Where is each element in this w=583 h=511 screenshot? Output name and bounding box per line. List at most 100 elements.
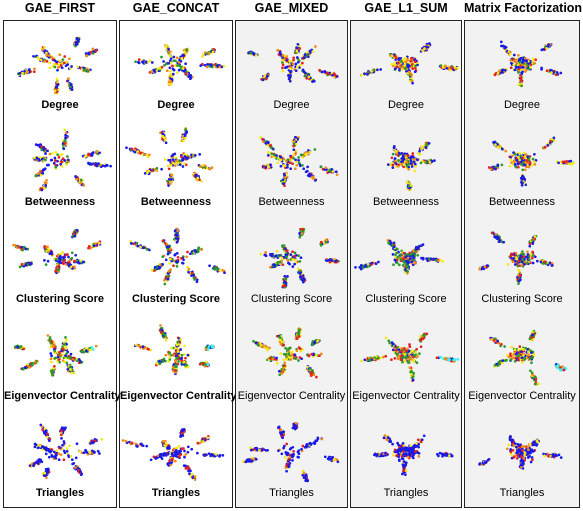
node-point	[298, 47, 302, 50]
node-point	[285, 469, 288, 473]
node-point	[292, 58, 295, 62]
node-point	[125, 146, 128, 150]
node-point	[141, 345, 145, 349]
node-point	[410, 74, 413, 77]
tsne-scatter-plot	[354, 238, 445, 275]
node-point	[425, 257, 429, 261]
node-point	[393, 61, 397, 65]
node-point	[281, 54, 285, 57]
node-point	[320, 70, 324, 74]
node-point	[16, 345, 20, 349]
node-point	[377, 356, 380, 360]
node-point	[419, 244, 423, 248]
node-point	[291, 250, 294, 254]
node-point	[282, 446, 285, 450]
node-point	[379, 68, 383, 71]
node-point	[241, 460, 245, 464]
node-point	[410, 165, 414, 168]
node-point	[201, 362, 205, 365]
node-point	[174, 64, 177, 67]
node-point	[300, 447, 303, 451]
node-point	[167, 360, 171, 363]
node-point	[413, 162, 417, 166]
node-point	[58, 59, 62, 63]
node-point	[166, 252, 170, 256]
node-point	[282, 367, 285, 370]
node-point	[62, 440, 66, 443]
node-point	[396, 255, 400, 259]
node-point	[152, 455, 156, 459]
node-point	[269, 253, 272, 257]
node-point	[45, 245, 49, 249]
node-point	[421, 49, 424, 52]
node-point	[74, 466, 77, 470]
node-point	[405, 160, 409, 164]
node-point	[312, 373, 316, 377]
node-point	[314, 45, 317, 48]
node-point	[50, 56, 54, 59]
node-point	[171, 158, 175, 161]
node-point	[314, 439, 318, 443]
node-point	[366, 73, 369, 76]
node-point	[21, 71, 24, 75]
node-point	[185, 48, 188, 52]
node-point	[176, 350, 180, 353]
node-point	[172, 55, 176, 59]
node-point	[182, 428, 186, 431]
node-point	[292, 142, 296, 146]
node-point	[164, 276, 168, 280]
node-point	[198, 153, 202, 156]
tsne-scatter-plot	[259, 227, 340, 289]
node-point	[411, 152, 415, 155]
node-point	[36, 172, 40, 176]
node-point	[259, 136, 262, 139]
embedding-cell: Clustering Score	[120, 215, 232, 312]
node-point	[65, 361, 69, 365]
node-point	[174, 233, 178, 237]
node-point	[196, 176, 200, 180]
node-point	[403, 353, 407, 356]
embedding-cell: Betweenness	[120, 118, 232, 215]
node-point	[44, 152, 47, 155]
node-point	[169, 83, 173, 86]
node-point	[185, 157, 189, 160]
node-point	[174, 449, 178, 452]
node-point	[413, 70, 417, 74]
node-point	[301, 163, 304, 167]
node-point	[219, 268, 222, 272]
node-point	[320, 437, 324, 441]
node-point	[299, 63, 302, 67]
node-point	[70, 256, 74, 260]
node-point	[199, 165, 202, 168]
embedding-cell: Triangles	[120, 409, 232, 506]
node-point	[288, 67, 292, 70]
node-point	[64, 136, 68, 140]
node-point	[49, 449, 53, 453]
node-point	[178, 340, 182, 344]
node-point	[454, 67, 458, 71]
node-point	[163, 138, 167, 142]
node-point	[37, 57, 41, 61]
node-point	[397, 263, 401, 267]
node-point	[363, 358, 367, 362]
node-point	[313, 441, 317, 445]
node-point	[287, 347, 291, 350]
node-point	[411, 254, 415, 258]
node-point	[326, 72, 330, 75]
node-point	[44, 452, 48, 456]
node-point	[298, 271, 302, 275]
node-point	[376, 68, 379, 72]
node-point	[45, 60, 49, 63]
node-point	[425, 332, 429, 336]
node-point	[168, 262, 172, 265]
node-point	[413, 169, 417, 173]
node-point	[295, 65, 299, 69]
node-point	[55, 77, 59, 81]
node-point	[87, 245, 91, 248]
node-point	[247, 51, 250, 55]
node-point	[164, 441, 168, 445]
node-point	[319, 240, 323, 244]
node-point	[42, 430, 46, 434]
node-point	[37, 460, 40, 464]
node-point	[407, 167, 410, 171]
